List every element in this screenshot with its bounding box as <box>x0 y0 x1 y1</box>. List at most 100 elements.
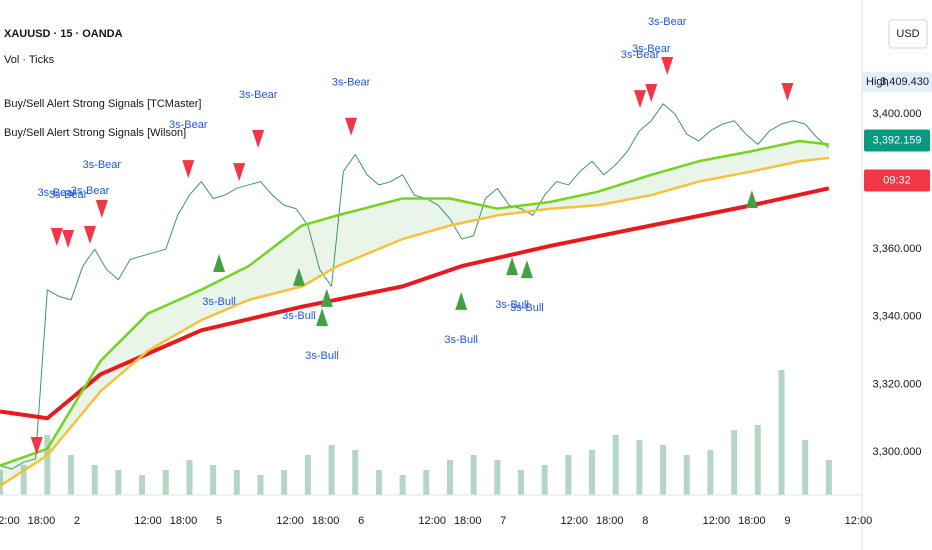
bull-signal <box>316 308 329 327</box>
volume-bar <box>660 445 667 495</box>
currency[interactable]: USD <box>896 28 919 40</box>
volume-bar <box>423 470 430 495</box>
signal-label: 3s-Bear <box>38 187 77 199</box>
volume-bar <box>825 460 832 495</box>
volume-bar <box>304 455 311 495</box>
axis-layer: 3,300.000 3,320.000 3,340.000 3,360.000 3,40… <box>0 72 932 527</box>
series-line <box>0 139 829 467</box>
volume-bar <box>399 475 406 495</box>
volume-bar <box>565 455 572 495</box>
signal-label: 3s-Bull <box>510 302 544 314</box>
countdown: 09:32 <box>883 174 911 186</box>
y-tick-label: 3,360.000 <box>873 243 922 255</box>
signal-label: 3s-Bear <box>71 185 110 197</box>
volume-bar <box>233 470 240 495</box>
volume-bar <box>352 450 359 495</box>
bear-signal <box>95 199 108 218</box>
signal-label: 3s-Bull <box>444 334 478 346</box>
signal-label: 3s-Bear <box>49 189 88 201</box>
x-tick-label: 2 <box>74 515 80 527</box>
high-box <box>862 72 932 93</box>
volume-bar <box>517 470 524 495</box>
volume-bar <box>731 430 738 495</box>
volume-bar <box>636 440 643 495</box>
signal-label: 3s-Bear <box>83 159 122 171</box>
high-label: High <box>866 76 889 88</box>
bear-signal <box>633 90 646 109</box>
high-value: 3,409.430 <box>880 76 929 88</box>
last-price-box <box>864 129 930 152</box>
countdown-box <box>864 169 930 192</box>
volume-bar <box>754 425 761 495</box>
signal-label: 3s-Bear <box>332 77 371 89</box>
x-tick-label: 12:00 <box>845 515 873 527</box>
bear-signal <box>62 230 75 249</box>
x-tick-label: 12:00 <box>561 515 589 527</box>
signal-label: 3s-Bear <box>648 16 687 28</box>
plot-area: 3s-Bear3s-Bear3s-Bear3s-Bear3s-Bear3s-Be… <box>0 16 832 495</box>
volume-bar <box>115 470 122 495</box>
symbol-title: XAUUSD · 15 · OANDA <box>4 28 123 40</box>
x-tick-label: 12:00 <box>703 515 731 527</box>
y-tick-label: 3,400.000 <box>873 108 922 120</box>
volume-bar <box>44 435 51 495</box>
bear-signal <box>83 226 96 245</box>
x-tick-label: 12:00 <box>0 515 20 527</box>
volume-bar <box>210 465 217 495</box>
bear-signal <box>50 228 63 247</box>
signal-label: 3s-Bear <box>169 119 208 131</box>
volume-bar <box>139 475 146 495</box>
bear-signal <box>645 83 658 102</box>
signal-label: 3s-Bear <box>632 43 671 55</box>
x-tick-label: 5 <box>216 515 222 527</box>
x-tick-label: 18:00 <box>454 515 482 527</box>
y-tick-label: 3,300.000 <box>873 446 922 458</box>
volume-bar <box>470 455 477 495</box>
volume-bar <box>68 455 75 495</box>
volume-bar <box>20 465 27 495</box>
bear-signal <box>182 160 195 179</box>
bear-signal <box>233 163 246 182</box>
band-fill <box>0 140 829 486</box>
bear-signal <box>781 82 794 101</box>
signal-label: 3s-Bull <box>202 296 236 308</box>
volume-bar <box>375 470 382 495</box>
series-line <box>0 103 830 470</box>
bear-signal <box>345 117 358 136</box>
bull-signal <box>455 291 468 310</box>
bull-signal <box>745 190 758 209</box>
volume-bar <box>589 450 596 495</box>
x-tick-label: 18:00 <box>170 515 198 527</box>
signal-label: 3s-Bear <box>239 89 278 101</box>
volume-bar <box>0 470 3 495</box>
volume-bar <box>612 435 619 495</box>
bull-signal <box>506 257 519 276</box>
x-tick-label: 7 <box>500 515 506 527</box>
bull-signal <box>520 260 533 279</box>
signal-label: 3s-Bull <box>305 350 339 362</box>
bull-signal <box>292 267 305 286</box>
signal-label: 3s-Bull <box>495 299 529 311</box>
volume-bar <box>162 470 169 495</box>
x-tick-label: 18:00 <box>312 515 340 527</box>
currency-box[interactable] <box>888 19 928 49</box>
bear-signal <box>661 56 674 75</box>
x-tick-label: 9 <box>784 515 790 527</box>
volume-bar <box>281 470 288 495</box>
volume-bar <box>802 440 809 495</box>
volume-bar <box>541 465 548 495</box>
bull-signal <box>320 288 333 307</box>
volume-bar <box>328 445 335 495</box>
x-tick-label: 8 <box>642 515 648 527</box>
signal-label: 3s-Bear <box>621 49 660 61</box>
volume-bar <box>257 475 264 495</box>
volume-bar <box>707 450 714 495</box>
indicator-name: Buy/Sell Alert Strong Signals [TCMaster] <box>4 98 201 110</box>
volume-bar <box>683 455 690 495</box>
signal-label: 3s-Bull <box>282 310 316 322</box>
x-tick-label: 6 <box>358 515 364 527</box>
volume-bar <box>446 460 453 495</box>
series-line <box>0 156 829 487</box>
volume-bar <box>778 370 785 495</box>
